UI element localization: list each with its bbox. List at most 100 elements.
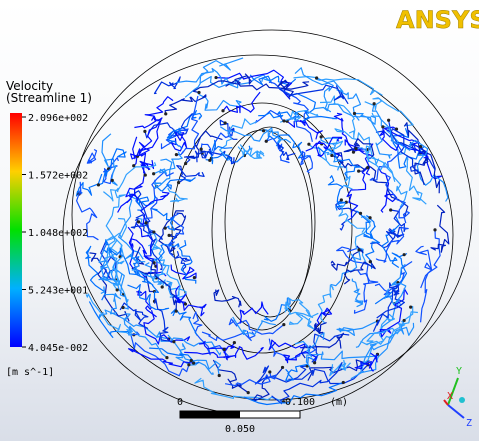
seed-point — [197, 91, 200, 94]
streamline — [140, 160, 153, 175]
axis-y: Y — [456, 366, 462, 377]
streamline — [421, 230, 441, 322]
streamline — [223, 92, 260, 113]
seed-point — [353, 112, 356, 115]
scene: ANSYS Velocity (Streamline 1) 2.096e+002… — [0, 0, 479, 441]
seed-point — [111, 179, 114, 182]
seed-point — [152, 230, 155, 233]
seed-point — [137, 220, 140, 223]
seed-point — [368, 216, 371, 219]
axis-z: Z — [466, 418, 472, 429]
seed-point — [330, 154, 333, 157]
seed-point — [342, 381, 345, 384]
seed-point — [223, 348, 226, 351]
seed-point — [359, 212, 362, 215]
scale-unit: (m) — [330, 397, 348, 408]
streamline — [314, 323, 327, 334]
streamline — [176, 298, 206, 316]
streamlines — [77, 58, 449, 405]
streamline — [225, 372, 276, 386]
seed-point — [247, 391, 250, 394]
seed-point — [97, 183, 100, 186]
geometry — [63, 30, 472, 415]
axis-x: X — [447, 391, 453, 402]
legend-label: 1.048e+002 — [28, 228, 88, 239]
seed-point — [262, 129, 265, 132]
seed-point — [193, 276, 196, 279]
seed-point — [164, 227, 167, 230]
axis-triad: Y X Z — [444, 366, 472, 429]
legend-label: 1.572e+002 — [28, 171, 88, 182]
seed-point — [116, 288, 119, 291]
seed-point — [354, 147, 357, 150]
streamline — [352, 279, 363, 307]
seed-point — [340, 198, 343, 201]
seed-point — [315, 76, 318, 79]
seed-point — [184, 302, 187, 305]
seed-point — [175, 153, 178, 156]
streamline — [266, 135, 310, 158]
legend-label: 4.045e-002 — [28, 343, 88, 354]
seed-point — [192, 362, 195, 365]
seed-point — [168, 234, 171, 237]
streamline — [154, 159, 172, 189]
streamline — [167, 128, 182, 149]
streamline — [202, 331, 255, 340]
streamline — [328, 176, 345, 211]
seed-point — [221, 109, 224, 112]
seed-point — [381, 125, 384, 128]
legend-unit: [m s^-1] — [6, 367, 54, 378]
seed-point — [164, 112, 167, 115]
streamline — [431, 205, 449, 252]
seed-point — [161, 285, 164, 288]
seed-point — [403, 319, 406, 322]
streamline — [87, 150, 96, 164]
legend-label: 5.243e+001 — [28, 286, 88, 297]
color-bar — [10, 113, 22, 347]
seed-point — [357, 170, 360, 173]
seed-point — [357, 248, 360, 251]
streamline — [156, 178, 195, 191]
seed-point — [190, 359, 193, 362]
seed-point — [265, 140, 268, 143]
seed-point — [233, 341, 236, 344]
seed-point — [224, 121, 227, 124]
seed-point — [165, 356, 168, 359]
streamline — [90, 253, 130, 322]
seed-point — [387, 119, 390, 122]
seed-point — [352, 151, 355, 154]
seed-point — [433, 228, 436, 231]
scale-start: 0 — [177, 397, 183, 408]
streamline — [253, 367, 283, 401]
streamline — [347, 168, 368, 217]
seed-point — [200, 147, 203, 150]
streamline — [318, 285, 333, 324]
seed-point — [175, 310, 178, 313]
seed-point — [172, 340, 175, 343]
scale-mid: 0.050 — [225, 424, 255, 435]
seed-point — [281, 366, 284, 369]
seed-point — [409, 306, 412, 309]
seed-point — [152, 172, 155, 175]
seed-point — [307, 143, 310, 146]
streamline — [155, 77, 181, 94]
streamline — [301, 151, 313, 173]
legend-label: 2.096e+002 — [28, 113, 88, 124]
seed-point — [145, 221, 148, 224]
logo: ANSYS — [396, 6, 479, 34]
streamline — [171, 309, 197, 336]
seed-point — [282, 323, 285, 326]
streamline — [287, 121, 322, 140]
seed-point — [144, 173, 147, 176]
inner-ring — [225, 127, 315, 317]
seed-point — [403, 253, 406, 256]
streamline — [240, 302, 268, 324]
seed-point — [184, 162, 187, 165]
streamline — [168, 188, 187, 202]
seed-point — [177, 181, 180, 184]
seed-point — [143, 130, 146, 133]
seed-point — [313, 361, 316, 364]
seed-point — [214, 76, 217, 79]
streamline — [214, 290, 241, 308]
outer-ring — [72, 30, 472, 400]
